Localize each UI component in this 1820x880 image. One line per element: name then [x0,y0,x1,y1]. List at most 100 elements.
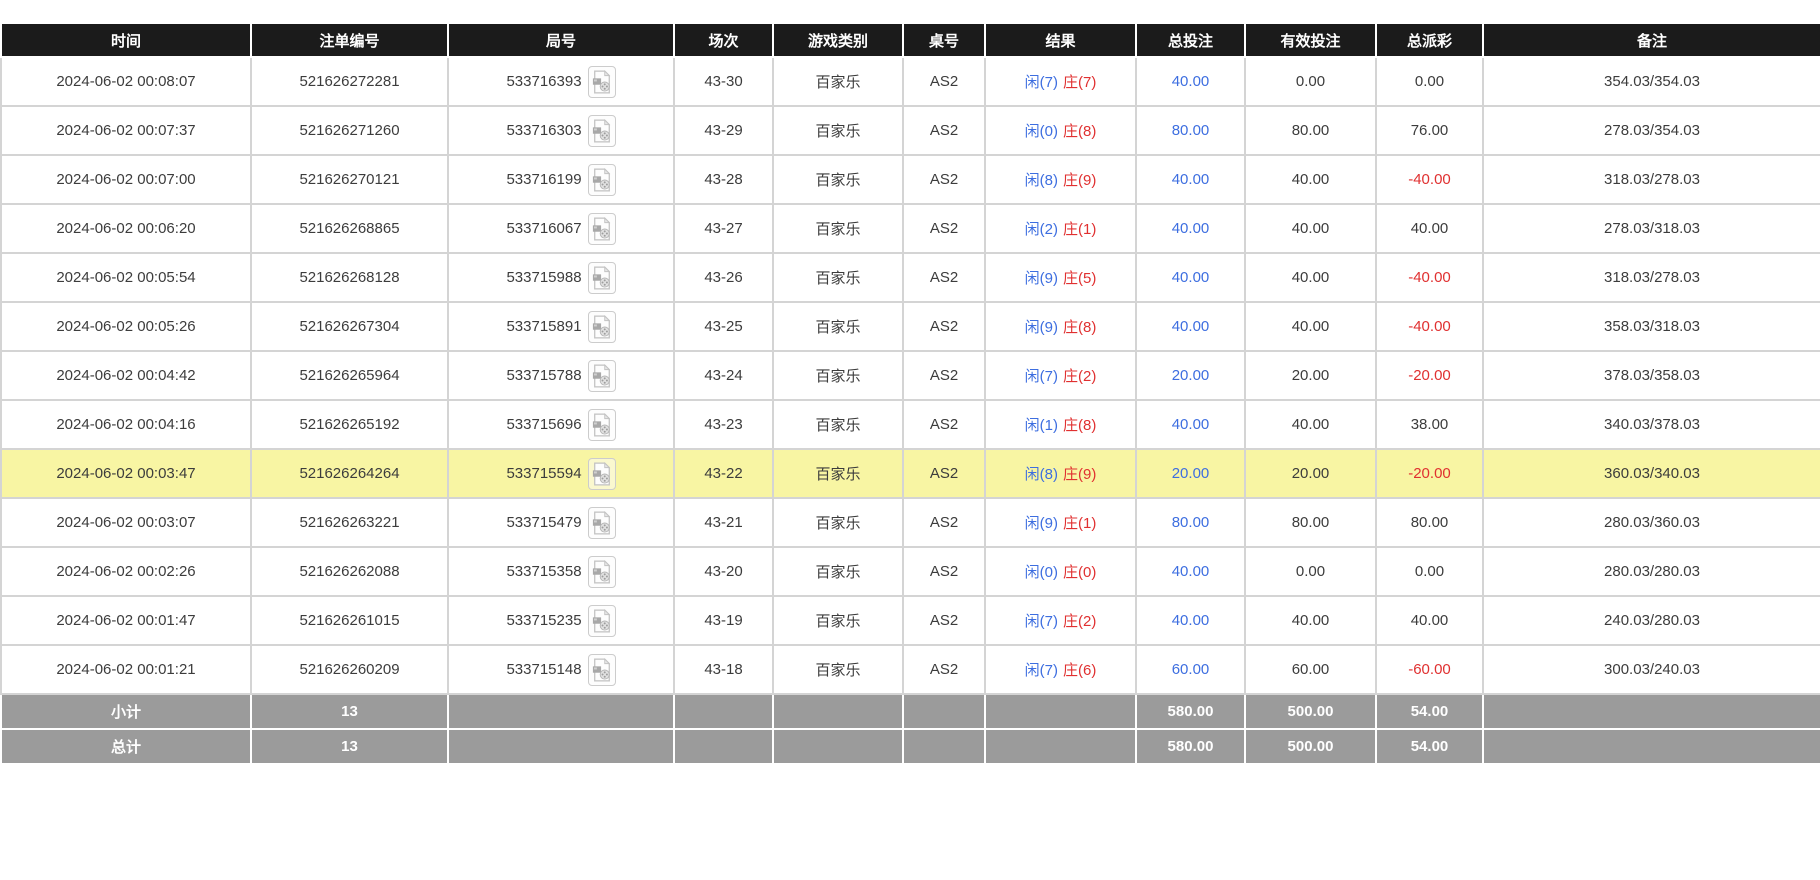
round-number: 533715696 [506,416,582,433]
table-row[interactable]: 2024-06-02 00:04:42 521626265964 5337157… [0,350,1820,401]
cell-remark: 300.03/240.03 [1482,644,1820,695]
table-row[interactable]: 2024-06-02 00:02:26 521626262088 5337153… [0,546,1820,597]
video-replay-icon[interactable] [587,212,616,245]
subtotal-empty-cell [984,693,1137,730]
round-number: 533715479 [506,514,582,531]
result-banker: 庄(6) [1063,662,1097,679]
cell-result: 闲(1) 庄(8) [984,399,1137,450]
cell-payout: -60.00 [1375,644,1484,695]
cell-bet-number: 521626271260 [250,105,449,156]
col-header-total-payout: 总派彩 [1375,22,1484,58]
video-replay-icon[interactable] [587,506,616,539]
cell-total-bet: 40.00 [1135,56,1246,107]
col-header-valid-bet: 有效投注 [1244,22,1377,58]
video-replay-icon[interactable] [587,604,616,637]
cell-result: 闲(7) 庄(2) [984,350,1137,401]
subtotal-empty-cell [772,693,904,730]
bet-history-table: 时间 注单编号 局号 场次 游戏类别 桌号 结果 总投注 有效投注 总派彩 备注… [0,22,1820,765]
cell-time: 2024-06-02 00:07:00 [0,154,252,205]
round-number: 533715358 [506,563,582,580]
cell-bet-number: 521626265192 [250,399,449,450]
cell-valid-bet: 40.00 [1244,399,1377,450]
cell-time: 2024-06-02 00:03:47 [0,448,252,499]
cell-session: 43-26 [673,252,774,303]
video-replay-icon[interactable] [587,114,616,147]
video-replay-icon[interactable] [587,408,616,441]
col-header-game-type: 游戏类别 [772,22,904,58]
video-replay-icon[interactable] [587,261,616,294]
video-replay-icon[interactable] [587,457,616,490]
result-player: 闲(0) [1024,123,1058,140]
table-row[interactable]: 2024-06-02 00:01:21 521626260209 5337151… [0,644,1820,695]
round-number: 533715235 [506,612,582,629]
video-replay-icon[interactable] [587,555,616,588]
result-player: 闲(9) [1024,319,1058,336]
cell-payout: -40.00 [1375,301,1484,352]
result-player: 闲(1) [1024,417,1058,434]
cell-game-type: 百家乐 [772,497,904,548]
result-player: 闲(7) [1024,613,1058,630]
cell-valid-bet: 20.00 [1244,350,1377,401]
subtotal-empty-cell [447,693,675,730]
video-replay-icon[interactable] [587,65,616,98]
cell-time: 2024-06-02 00:03:07 [0,497,252,548]
cell-table-number: AS2 [902,252,986,303]
result-player: 闲(8) [1024,172,1058,189]
table-row[interactable]: 2024-06-02 00:07:37 521626271260 5337163… [0,105,1820,156]
cell-bet-number: 521626268865 [250,203,449,254]
table-row[interactable]: 2024-06-02 00:04:16 521626265192 5337156… [0,399,1820,450]
cell-total-bet: 40.00 [1135,203,1246,254]
table-row[interactable]: 2024-06-02 00:03:47 521626264264 5337155… [0,448,1820,499]
video-replay-icon[interactable] [587,163,616,196]
table-row[interactable]: 2024-06-02 00:06:20 521626268865 5337160… [0,203,1820,254]
cell-time: 2024-06-02 00:05:26 [0,301,252,352]
cell-game-type: 百家乐 [772,546,904,597]
table-row[interactable]: 2024-06-02 00:05:54 521626268128 5337159… [0,252,1820,303]
cell-game-type: 百家乐 [772,154,904,205]
total-empty-cell [984,728,1137,765]
cell-bet-number: 521626268128 [250,252,449,303]
cell-round-number: 533715891 [447,301,675,352]
cell-round-number: 533716303 [447,105,675,156]
table-row[interactable]: 2024-06-02 00:01:47 521626261015 5337152… [0,595,1820,646]
cell-time: 2024-06-02 00:04:42 [0,350,252,401]
cell-total-bet: 80.00 [1135,497,1246,548]
cell-total-bet: 40.00 [1135,595,1246,646]
cell-game-type: 百家乐 [772,350,904,401]
video-replay-icon[interactable] [587,359,616,392]
subtotal-label: 小计 [0,693,252,730]
cell-remark: 354.03/354.03 [1482,56,1820,107]
col-header-round-number: 局号 [447,22,675,58]
table-row[interactable]: 2024-06-02 00:03:07 521626263221 5337154… [0,497,1820,548]
cell-bet-number: 521626270121 [250,154,449,205]
cell-result: 闲(9) 庄(1) [984,497,1137,548]
table-header: 时间 注单编号 局号 场次 游戏类别 桌号 结果 总投注 有效投注 总派彩 备注 [0,22,1820,58]
subtotal-payout: 54.00 [1375,693,1484,730]
subtotal-empty-cell [1482,693,1820,730]
cell-time: 2024-06-02 00:05:54 [0,252,252,303]
table-body: 2024-06-02 00:08:07 521626272281 5337163… [0,56,1820,695]
cell-result: 闲(7) 庄(6) [984,644,1137,695]
table-row[interactable]: 2024-06-02 00:05:26 521626267304 5337158… [0,301,1820,352]
cell-payout: -40.00 [1375,154,1484,205]
cell-time: 2024-06-02 00:01:21 [0,644,252,695]
round-number: 533716393 [506,73,582,90]
cell-valid-bet: 40.00 [1244,595,1377,646]
video-replay-icon[interactable] [587,653,616,686]
table-row[interactable]: 2024-06-02 00:07:00 521626270121 5337161… [0,154,1820,205]
cell-table-number: AS2 [902,448,986,499]
round-number: 533716303 [506,122,582,139]
table-row[interactable]: 2024-06-02 00:08:07 521626272281 5337163… [0,56,1820,107]
cell-round-number: 533716067 [447,203,675,254]
cell-table-number: AS2 [902,154,986,205]
round-number: 533715891 [506,318,582,335]
cell-table-number: AS2 [902,595,986,646]
cell-remark: 358.03/318.03 [1482,301,1820,352]
cell-total-bet: 60.00 [1135,644,1246,695]
col-header-total-bet: 总投注 [1135,22,1246,58]
video-replay-icon[interactable] [587,310,616,343]
cell-valid-bet: 40.00 [1244,301,1377,352]
cell-valid-bet: 80.00 [1244,105,1377,156]
cell-session: 43-20 [673,546,774,597]
cell-round-number: 533715988 [447,252,675,303]
